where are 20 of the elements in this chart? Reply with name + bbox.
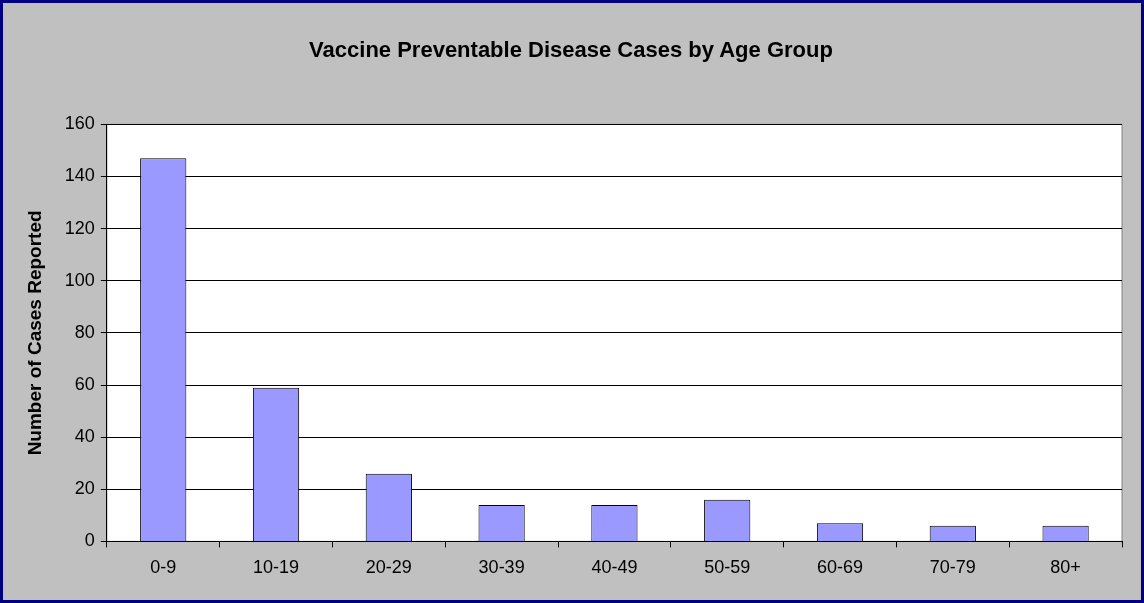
x-tick-label: 40-49 xyxy=(591,557,638,578)
y-tick-label: 20 xyxy=(74,478,95,499)
y-tick-label: 140 xyxy=(64,165,95,186)
y-axis-title: Number of Cases Reported xyxy=(23,210,45,456)
x-tick-label: 30-39 xyxy=(478,557,525,578)
y-tick-label: 120 xyxy=(64,217,95,238)
y-tick-label: 40 xyxy=(74,426,95,447)
x-tick-label: 70-79 xyxy=(929,557,976,578)
x-tick-label: 0-9 xyxy=(150,557,177,578)
y-tick-label: 0 xyxy=(84,530,95,551)
x-tick-label: 10-19 xyxy=(253,557,300,578)
x-tick-label: 50-59 xyxy=(704,557,751,578)
y-tick-label: 60 xyxy=(74,373,95,394)
y-tick-label: 80 xyxy=(74,321,95,342)
x-tick-label: 80+ xyxy=(1050,557,1081,578)
chart-title: Vaccine Preventable Disease Cases by Age Group xyxy=(309,37,833,63)
y-tick-label: 160 xyxy=(64,113,95,134)
x-tick-label: 60-69 xyxy=(816,557,864,578)
y-tick-label: 100 xyxy=(64,269,95,290)
x-tick-label: 20-29 xyxy=(365,557,412,578)
